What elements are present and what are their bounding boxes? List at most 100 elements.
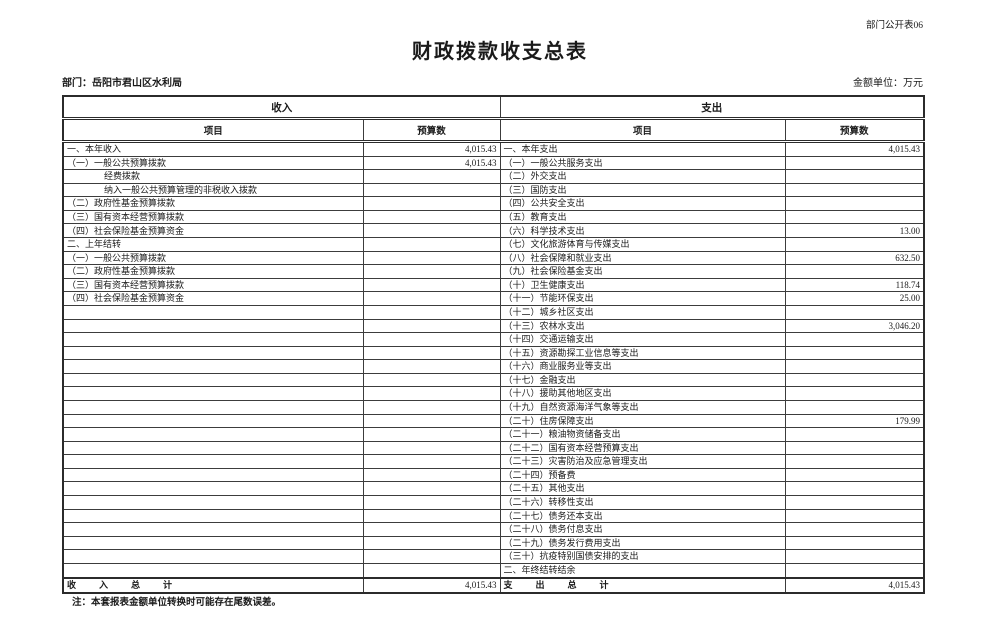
- expense-value-cell: [784, 264, 925, 279]
- expense-value-cell: [784, 562, 925, 579]
- table-row: （十五）资源勘探工业信息等支出: [62, 345, 925, 361]
- expense-item-cell: （二十九）债务发行费用支出: [499, 535, 786, 551]
- expense-item-cell: （四）公共安全支出: [499, 196, 786, 211]
- expense-value-cell: [784, 467, 925, 483]
- income-value-cell: [362, 304, 501, 320]
- expense-item-cell: （二十一）粮油物资储备支出: [499, 427, 786, 442]
- expense-value-cell: 118.74: [784, 277, 925, 293]
- income-item-cell: 二、上年结转: [62, 237, 364, 252]
- table-row: （一）一般公共预算拨款 4,015.43 （一）一般公共服务支出: [62, 155, 925, 171]
- income-value-cell: [362, 454, 501, 469]
- expense-item-cell: 二、年终结转结余: [499, 562, 786, 579]
- table-row: （二十四）预备费: [62, 467, 925, 483]
- table-row: （十四）交通运输支出: [62, 332, 925, 347]
- expense-total-label: 支出总计: [499, 576, 786, 593]
- expense-item-cell: （二十四）预备费: [499, 467, 786, 483]
- table-row: （二）政府性基金预算拨款 （四）公共安全支出: [62, 196, 925, 211]
- expense-item-cell: （五）教育支出: [499, 209, 786, 225]
- income-item-cell: [62, 562, 364, 579]
- expense-item-cell: （二十三）灾害防治及应急管理支出: [499, 454, 786, 469]
- expense-item-cell: （八）社会保障和就业支出: [499, 250, 786, 266]
- expense-value-cell: 3,046.20: [784, 318, 925, 334]
- income-item-cell: [62, 454, 364, 469]
- income-item-cell: （三）国有资本经营预算拨款: [62, 209, 364, 225]
- income-value-cell: [362, 209, 501, 225]
- expense-budget-header: 预算数: [784, 118, 925, 143]
- income-item-cell: [62, 440, 364, 456]
- income-value-cell: [362, 386, 501, 401]
- table-row: （十九）自然资源海洋气象等支出: [62, 399, 925, 415]
- income-item-cell: （二）政府性基金预算拨款: [62, 264, 364, 279]
- income-value-cell: [362, 223, 501, 239]
- table-row: （四）社会保险基金预算资金 （十一）节能环保支出 25.00: [62, 291, 925, 306]
- table-row: （十六）商业服务业等支出: [62, 359, 925, 374]
- income-item-cell: [62, 495, 364, 510]
- expense-item-cell: （十一）节能环保支出: [499, 291, 786, 306]
- table-row: （二十五）其他支出: [62, 481, 925, 497]
- table-row: （一）一般公共预算拨款 （八）社会保障和就业支出 632.50: [62, 250, 925, 266]
- expense-item-cell: （三）国防支出: [499, 182, 786, 198]
- expense-item-cell: 一、本年支出: [499, 141, 786, 157]
- table-row: （四）社会保险基金预算资金 （六）科学技术支出 13.00: [62, 223, 925, 239]
- expense-value-cell: [784, 386, 925, 401]
- table-row: （二十）住房保障支出 179.99: [62, 413, 925, 429]
- expense-item-cell: （一）一般公共服务支出: [499, 155, 786, 171]
- expense-item-cell: （三十）抗疫特别国债安排的支出: [499, 549, 786, 564]
- income-value-cell: [362, 250, 501, 266]
- page-title: 财政拨款收支总表: [412, 41, 588, 63]
- expense-item-cell: （二十）住房保障支出: [499, 413, 786, 429]
- expense-value-cell: 179.99: [784, 413, 925, 429]
- income-item-cell: [62, 304, 364, 320]
- income-item-cell: 一、本年收入: [62, 141, 364, 157]
- table-row: 一、本年收入 4,015.43 一、本年支出 4,015.43: [62, 141, 925, 157]
- income-item-cell: [62, 413, 364, 429]
- table-body: 一、本年收入 4,015.43 一、本年支出 4,015.43 （一）一般公共预算拨款 4…: [62, 141, 925, 579]
- total-row: 收入总计 4,015.43 支出总计 4,015.43: [62, 576, 925, 593]
- table-row: （二十九）债务发行费用支出: [62, 535, 925, 551]
- table-row: （三）国有资本经营预算拨款 （十）卫生健康支出 118.74: [62, 277, 925, 293]
- expense-item-cell: （九）社会保险基金支出: [499, 264, 786, 279]
- expense-item-cell: （七）文化旅游体育与传媒支出: [499, 237, 786, 252]
- expense-value-cell: [784, 345, 925, 361]
- budget-table: 收入 支出 项目 预算数 项目 预算数 一、本年收入 4,015.43 一、本年支出…: [62, 95, 925, 594]
- table-row: （二十八）债务付息支出: [62, 522, 925, 537]
- income-value-cell: [362, 332, 501, 347]
- income-item-cell: [62, 359, 364, 374]
- income-item-cell: [62, 399, 364, 415]
- income-item-cell: 经费拨款: [62, 169, 364, 184]
- expense-item-cell: （十三）农林水支出: [499, 318, 786, 334]
- expense-value-cell: [784, 535, 925, 551]
- expense-value-cell: [784, 304, 925, 320]
- income-item-cell: [62, 318, 364, 334]
- unit-label: 金额单位：万元: [853, 78, 923, 89]
- expense-value-cell: [784, 182, 925, 198]
- table-row: （十三）农林水支出 3,046.20: [62, 318, 925, 334]
- table-row: 二、年终结转结余: [62, 562, 925, 579]
- expense-item-cell: （十）卫生健康支出: [499, 277, 786, 293]
- expense-total-value: 4,015.43: [784, 576, 925, 593]
- income-value-cell: [362, 264, 501, 279]
- expense-section-header: 支出: [499, 95, 925, 120]
- income-value-cell: [362, 495, 501, 510]
- income-value-cell: [362, 237, 501, 252]
- expense-value-cell: 632.50: [784, 250, 925, 266]
- expense-item-cell: （十二）城乡社区支出: [499, 304, 786, 320]
- income-item-cell: [62, 386, 364, 401]
- expense-item-cell: （十六）商业服务业等支出: [499, 359, 786, 374]
- expense-value-cell: [784, 454, 925, 469]
- income-section-header: 收入: [62, 95, 501, 120]
- table-row: （十七）金融支出: [62, 372, 925, 388]
- income-item-cell: [62, 372, 364, 388]
- expense-value-cell: [784, 427, 925, 442]
- income-item-cell: [62, 345, 364, 361]
- income-item-cell: （一）一般公共预算拨款: [62, 155, 364, 171]
- column-header-row: 项目 预算数 项目 预算数: [62, 118, 925, 143]
- expense-value-cell: [784, 522, 925, 537]
- income-item-cell: [62, 535, 364, 551]
- income-value-cell: [362, 467, 501, 483]
- income-value-cell: [362, 318, 501, 334]
- income-value-cell: [362, 549, 501, 564]
- income-item-cell: [62, 508, 364, 524]
- expense-value-cell: 25.00: [784, 291, 925, 306]
